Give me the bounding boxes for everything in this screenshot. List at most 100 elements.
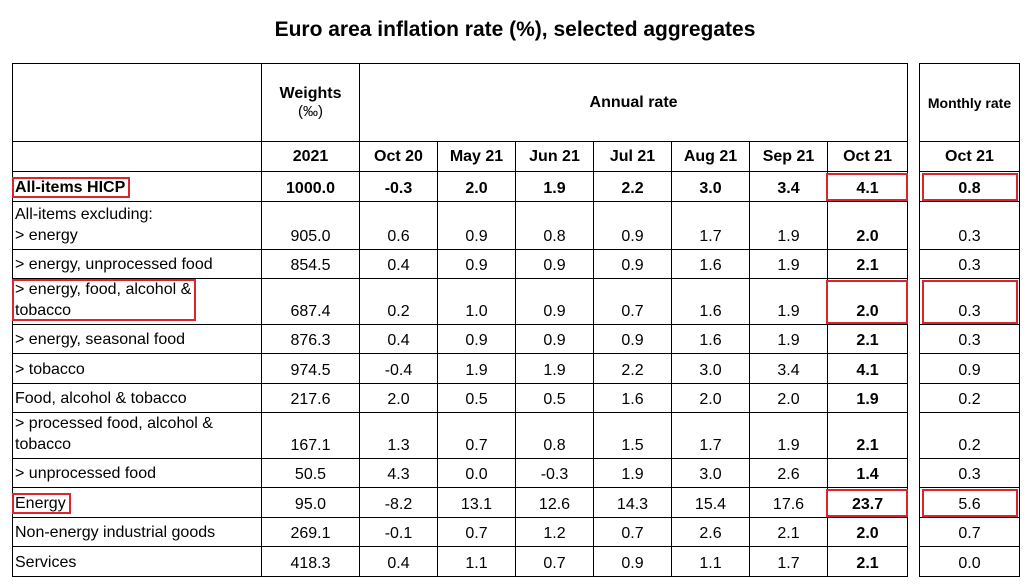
- annual-rate-cell: 2.1: [826, 546, 909, 577]
- table-title: Euro area inflation rate (%), selected a…: [274, 18, 756, 41]
- row-label: > energy, seasonal food: [12, 324, 262, 354]
- table-row: Non-energy industrial goods 269.1 -0.1 0.7 1…: [12, 517, 909, 547]
- table-row: Energy 95.0 -8.2 13.1 12.6 14.3 15.4 17.6 23.7: [12, 487, 909, 518]
- annual-rate-cell: 1.9: [515, 171, 594, 202]
- annual-rate-cell: 1.9: [515, 353, 594, 384]
- annual-rate-cell: 1.7: [671, 412, 750, 459]
- annual-rate-cell: 1.9: [593, 458, 672, 488]
- annual-rate-cell: -0.3: [359, 171, 438, 202]
- table-row: Services 418.3 0.4 1.1 0.7 0.9 1.1 1.7 2.1: [12, 546, 909, 577]
- row-label-line: > tobacco: [15, 361, 85, 378]
- annual-rate-cell: 2.6: [671, 517, 750, 547]
- annual-rate-cell: 23.7: [826, 487, 909, 518]
- row-label-line: > energy: [15, 227, 78, 244]
- annual-rate-cell: 2.0: [826, 278, 909, 325]
- monthly-rate-header: Monthly rate: [919, 63, 1020, 142]
- annual-rate-cell: 0.7: [437, 412, 516, 459]
- annual-rate-cell: 1.6: [671, 324, 750, 354]
- annual-rate-cell: 1.1: [671, 546, 750, 577]
- monthly-rate-cell: 0.3: [919, 324, 1020, 354]
- row-label-line: > unprocessed food: [15, 465, 156, 482]
- row-label-line: > energy, seasonal food: [15, 331, 186, 348]
- annual-rate-cell: 0.5: [437, 383, 516, 413]
- annual-rate-cell: 0.7: [437, 517, 516, 547]
- annual-rate-cell: 2.0: [671, 383, 750, 413]
- row-label: > unprocessed food: [12, 458, 262, 488]
- weight-cell: 974.5: [261, 353, 360, 384]
- row-label-line: Non-energy industrial goods: [15, 524, 216, 541]
- table-row: > energy, unprocessed food 854.5 0.4 0.9 0.9…: [12, 249, 909, 279]
- monthly-row: 0.8: [919, 171, 1020, 202]
- period-header: Jun 21: [515, 141, 594, 172]
- annual-rate-cell: 0.5: [515, 383, 594, 413]
- annual-rate-cell: 1.7: [671, 201, 750, 250]
- annual-rate-cell: 2.0: [826, 201, 909, 250]
- annual-rate-cell: 2.1: [826, 412, 909, 459]
- row-label: Food, alcohol & tobacco: [12, 383, 262, 413]
- annual-rate-cell: 0.4: [359, 249, 438, 279]
- row-label: Services: [12, 546, 262, 577]
- monthly-row: 0.3: [919, 278, 1020, 325]
- annual-rate-cell: 2.0: [359, 383, 438, 413]
- weight-cell: 905.0: [261, 201, 360, 250]
- annual-rate-cell: 0.8: [515, 412, 594, 459]
- row-label-line: tobacco: [15, 302, 72, 319]
- annual-rate-cell: 4.3: [359, 458, 438, 488]
- annual-rate-cell: 4.1: [826, 171, 909, 202]
- row-label-line: tobacco: [15, 436, 72, 453]
- annual-rate-cell: 0.9: [437, 324, 516, 354]
- annual-rate-cell: -0.4: [359, 353, 438, 384]
- row-label-line: Food, alcohol & tobacco: [15, 390, 187, 407]
- annual-rate-cell: 1.0: [437, 278, 516, 325]
- monthly-rate-cell: 0.3: [919, 278, 1020, 325]
- annual-rate-cell: 1.9: [749, 278, 828, 325]
- annual-rate-cell: 1.1: [437, 546, 516, 577]
- monthly-row: 5.6: [919, 487, 1020, 518]
- row-label-line: Energy: [15, 495, 66, 512]
- table-row: > energy, seasonal food 876.3 0.4 0.9 0.9 0.9…: [12, 324, 909, 354]
- monthly-rate-cell: 5.6: [919, 487, 1020, 518]
- period-header: Sep 21: [749, 141, 828, 172]
- annual-rate-cell: 2.2: [593, 353, 672, 384]
- weight-cell: 50.5: [261, 458, 360, 488]
- annual-rate-cell: 0.7: [593, 517, 672, 547]
- header-blank-cell-2: [12, 141, 262, 172]
- annual-rate-cell: 0.2: [359, 278, 438, 325]
- row-label: > processed food, alcohol & tobacco: [12, 412, 262, 459]
- header-row-top: Weights (‰) Annual rate: [12, 63, 909, 142]
- row-label-line: All-items HICP: [15, 179, 126, 196]
- annual-rate-cell: 2.1: [749, 517, 828, 547]
- annual-rate-cell: 3.4: [749, 171, 828, 202]
- annual-rate-cell: 1.6: [671, 249, 750, 279]
- monthly-row: 0.9: [919, 353, 1020, 384]
- monthly-rate-cell: 0.8: [919, 171, 1020, 202]
- annual-rate-cell: 15.4: [671, 487, 750, 518]
- annual-rate-cell: 1.6: [593, 383, 672, 413]
- annual-rate-cell: 0.6: [359, 201, 438, 250]
- annual-rate-cell: 0.9: [593, 324, 672, 354]
- row-label-line: > energy, unprocessed food: [15, 256, 213, 273]
- annual-rate-cell: 0.9: [515, 324, 594, 354]
- annual-rate-cell: 2.0: [749, 383, 828, 413]
- period-header: Oct 20: [359, 141, 438, 172]
- annual-rate-cell: 0.0: [437, 458, 516, 488]
- monthly-row: 0.7: [919, 517, 1020, 547]
- period-header: Oct 21: [826, 141, 909, 172]
- monthly-row: 0.2: [919, 412, 1020, 459]
- monthly-row: 0.3: [919, 324, 1020, 354]
- annual-rate-cell: 0.9: [515, 249, 594, 279]
- annual-rate-cell: 1.9: [826, 383, 909, 413]
- monthly-rate-table: Monthly rate Oct 21 0.8 0.3 0.3 0.3 0.3 0.9 0.…: [919, 63, 1020, 577]
- annual-rate-cell: 3.0: [671, 171, 750, 202]
- annual-rate-cell: 1.9: [749, 249, 828, 279]
- annual-rate-cell: 2.6: [749, 458, 828, 488]
- weights-year-header: 2021: [261, 141, 360, 172]
- annual-rate-cell: 0.4: [359, 546, 438, 577]
- annual-rate-cell: 1.9: [437, 353, 516, 384]
- annual-rate-cell: 3.4: [749, 353, 828, 384]
- weights-header-line2: (‰): [298, 103, 323, 120]
- monthly-rate-cell: 0.2: [919, 383, 1020, 413]
- monthly-rate-cell: 0.9: [919, 353, 1020, 384]
- annual-rate-cell: 0.9: [437, 201, 516, 250]
- table-row: > unprocessed food 50.5 4.3 0.0 -0.3 1.9 3.0 2.…: [12, 458, 909, 488]
